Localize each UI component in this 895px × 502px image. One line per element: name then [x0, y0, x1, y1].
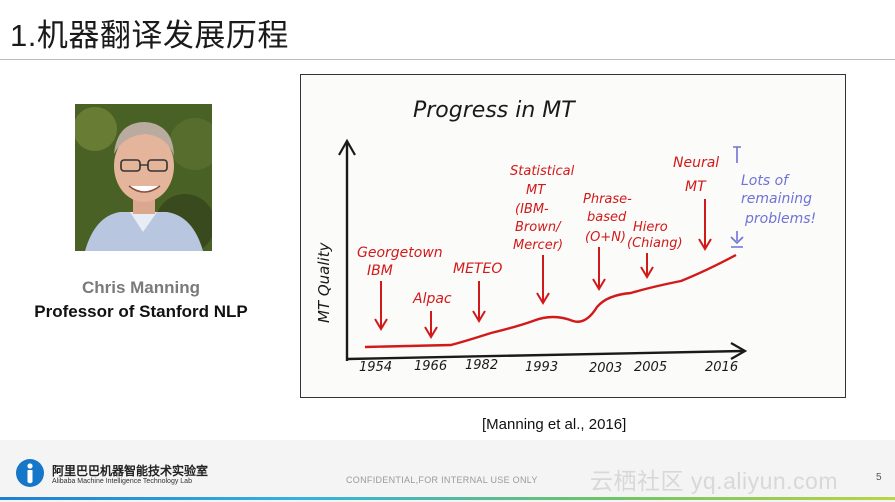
- watermark: 云栖社区 yq.aliyun.com: [590, 468, 839, 494]
- citation: [Manning et al., 2016]: [482, 416, 627, 433]
- arrow-alpac: [424, 311, 438, 339]
- annotation-nmt-2: MT: [685, 179, 707, 195]
- arrow-smt: [536, 255, 550, 305]
- x-tick-labels: 1954 1966 1982 1993 2003 2005 2016: [359, 358, 738, 376]
- confidential-notice: CONFIDENTIAL,FOR INTERNAL USE ONLY: [346, 475, 538, 485]
- lab-name-en: Alibaba Machine Intelligence Technology …: [52, 478, 192, 485]
- annotation-meteo: METEO: [453, 261, 502, 277]
- side-note-1: Lots of: [741, 173, 790, 189]
- x-tick-2005: 2005: [634, 360, 667, 375]
- mt-quality-curve: [364, 253, 737, 349]
- annotation-smt-3: (IBM-: [515, 202, 549, 217]
- x-tick-1982: 1982: [465, 358, 498, 373]
- x-tick-2016: 2016: [705, 360, 738, 375]
- annotation-georgetown-1: Georgetown: [357, 245, 443, 261]
- annotation-nmt-1: Neural: [673, 155, 719, 171]
- x-axis-arrow: [730, 342, 748, 360]
- lab-logo-icon: [16, 459, 44, 487]
- annotation-smt-2: MT: [526, 183, 546, 198]
- arrow-georgetown: [374, 281, 388, 331]
- whiteboard-heading: Progress in MT: [413, 98, 576, 123]
- x-tick-1954: 1954: [359, 360, 392, 375]
- arrow-phrase: [592, 247, 606, 291]
- annotation-georgetown-2: IBM: [367, 263, 393, 279]
- annotation-phrase-3: (O+N): [585, 230, 626, 245]
- side-note-2: remaining: [741, 191, 812, 207]
- y-axis-label: MT Quality: [315, 241, 333, 323]
- x-tick-2003: 2003: [589, 361, 622, 376]
- arrow-hiero: [640, 253, 654, 279]
- title-divider: [0, 59, 895, 60]
- milestone-arrows: [374, 199, 712, 339]
- x-axis: [346, 349, 744, 361]
- annotation-alpac: Alpac: [412, 291, 452, 307]
- annotation-hiero-1: Hiero: [633, 220, 668, 235]
- annotation-hiero-2: (Chiang): [627, 236, 683, 251]
- speaker-name: Chris Manning: [81, 278, 201, 297]
- slide-title: 1.机器翻译发展历程: [10, 18, 289, 53]
- annotation-smt-1: Statistical: [510, 164, 575, 179]
- annotation-smt-5: Mercer): [513, 238, 563, 253]
- mt-progress-whiteboard: Progress in MT MT Quality 1954 1966 1982…: [300, 74, 846, 398]
- page-number: 5: [876, 472, 882, 483]
- speaker-photo: [75, 104, 212, 251]
- x-tick-1993: 1993: [525, 360, 558, 375]
- speaker-role: Professor of Stanford NLP: [34, 302, 248, 321]
- annotation-smt-4: Brown/: [515, 220, 562, 235]
- annotation-phrase-1: Phrase-: [583, 192, 632, 207]
- y-axis-arrow: [338, 138, 356, 156]
- footer-color-rule: [0, 497, 895, 500]
- arrow-meteo: [472, 281, 486, 323]
- side-note-range-marker: [730, 146, 744, 248]
- annotation-phrase-2: based: [587, 210, 627, 225]
- x-tick-1966: 1966: [414, 359, 447, 374]
- footer-band: [0, 440, 895, 502]
- lab-name-cn: 阿里巴巴机器智能技术实验室: [52, 464, 209, 478]
- arrow-nmt: [698, 199, 712, 251]
- side-note-3: problems!: [744, 211, 816, 227]
